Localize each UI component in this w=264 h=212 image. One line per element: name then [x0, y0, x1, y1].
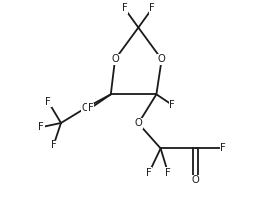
- Text: F: F: [45, 97, 51, 107]
- Text: F: F: [122, 3, 128, 14]
- Text: O: O: [82, 103, 89, 113]
- Text: F: F: [169, 100, 175, 110]
- Text: O: O: [134, 118, 142, 128]
- Text: F: F: [38, 122, 44, 132]
- Text: F: F: [51, 140, 56, 150]
- Text: O: O: [158, 54, 166, 64]
- Text: F: F: [220, 143, 226, 153]
- Text: F: F: [165, 168, 171, 178]
- Text: F: F: [149, 3, 155, 14]
- Text: O: O: [111, 54, 119, 64]
- Text: F: F: [146, 168, 152, 178]
- Text: O: O: [192, 175, 200, 185]
- Text: F: F: [88, 103, 93, 113]
